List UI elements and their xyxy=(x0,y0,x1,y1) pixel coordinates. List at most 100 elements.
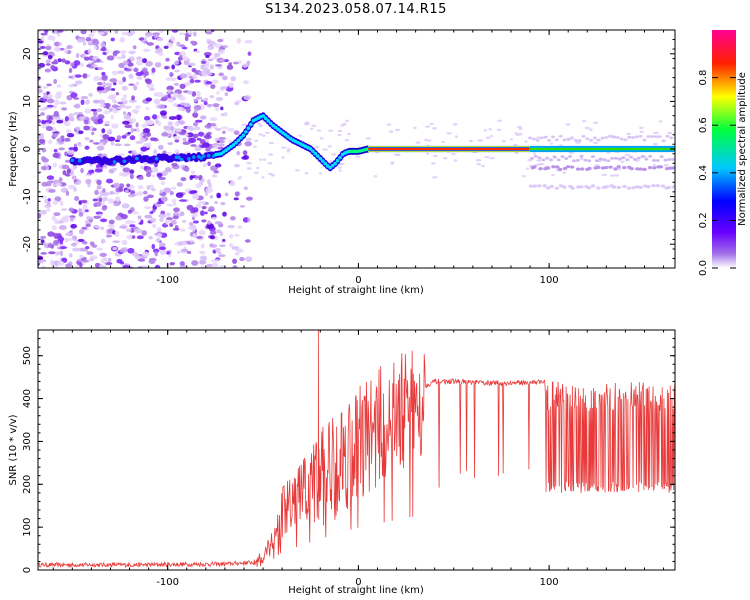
snr-panel: -100 0 100 0 100 200 300 400 500 Height of stra… xyxy=(8,329,676,596)
trace-core xyxy=(668,147,672,151)
noise-speck xyxy=(116,258,123,264)
noise-speck xyxy=(59,239,64,245)
noise-speck xyxy=(96,247,104,251)
trace-core xyxy=(234,140,238,145)
sideband-blob xyxy=(568,155,573,158)
trace-core xyxy=(591,147,595,151)
noise-speck xyxy=(85,37,92,42)
noise-speck xyxy=(267,153,274,156)
noise-speck xyxy=(178,96,186,101)
spectrogram-y-label: Frequency (Hz) xyxy=(8,111,19,187)
noise-speck xyxy=(97,118,104,124)
noise-speck xyxy=(121,203,130,209)
noise-speck xyxy=(38,138,46,144)
noise-speck xyxy=(344,138,350,142)
trace-core xyxy=(407,147,412,151)
noise-speck xyxy=(202,163,208,168)
sideband-blob xyxy=(629,155,634,159)
noise-speck xyxy=(193,98,198,102)
noise-speck xyxy=(501,140,507,143)
noise-speck xyxy=(234,191,240,197)
noise-speck xyxy=(124,124,133,129)
noise-speck xyxy=(112,240,121,243)
noise-speck xyxy=(107,128,113,134)
noise-speck xyxy=(165,57,170,62)
noise-speck xyxy=(484,155,490,159)
noise-speck xyxy=(138,37,145,41)
noise-speck xyxy=(113,82,117,86)
secondary-tone-blob xyxy=(551,165,556,169)
noise-speck xyxy=(218,140,225,143)
noise-speck xyxy=(126,234,135,240)
secondary-tone-blob xyxy=(575,167,581,171)
noise-speck xyxy=(162,222,167,226)
noise-speck xyxy=(200,64,205,69)
noise-speck xyxy=(239,257,245,262)
noise-speck xyxy=(658,120,663,123)
noise-speck xyxy=(432,127,438,130)
noise-speck xyxy=(168,116,177,120)
noise-speck xyxy=(84,145,90,150)
sideband-blob xyxy=(652,159,657,162)
noise-speck xyxy=(68,253,73,258)
noise-speck xyxy=(188,125,194,132)
noise-speck xyxy=(52,242,59,246)
noise-speck xyxy=(96,185,102,190)
noise-speck xyxy=(89,139,94,143)
trace-core xyxy=(588,147,593,151)
noise-speck xyxy=(262,134,266,138)
trace-core xyxy=(437,147,442,151)
noise-speck xyxy=(179,83,186,90)
secondary-tone-blob xyxy=(562,166,568,171)
secondary-tone-blob xyxy=(579,167,585,171)
secondary-tone-blob xyxy=(638,185,643,190)
noise-speck xyxy=(532,152,536,155)
noise-speck xyxy=(40,239,45,244)
sideband-blob xyxy=(617,157,622,161)
noise-speck xyxy=(286,148,291,151)
noise-speck xyxy=(117,70,125,75)
noise-speck xyxy=(105,178,114,184)
noise-speck xyxy=(38,149,41,153)
trace-core xyxy=(603,147,608,151)
noise-speck xyxy=(52,114,60,120)
noise-speck xyxy=(270,174,276,177)
noise-speck xyxy=(454,135,459,138)
noise-speck xyxy=(70,92,78,99)
trace-core xyxy=(325,164,330,168)
noise-speck xyxy=(130,127,135,133)
noise-speck xyxy=(244,256,253,262)
noise-speck xyxy=(489,156,496,160)
noise-speck xyxy=(121,85,128,91)
noise-speck xyxy=(72,247,80,252)
noise-speck xyxy=(639,126,644,130)
noise-speck xyxy=(203,51,212,57)
noise-speck xyxy=(174,120,180,127)
noise-speck xyxy=(516,125,523,129)
noise-speck xyxy=(109,190,115,195)
noise-speck xyxy=(112,246,118,251)
noise-speck xyxy=(189,40,196,44)
noise-speck xyxy=(52,162,58,168)
noise-speck xyxy=(131,95,135,101)
secondary-tone-blob xyxy=(634,185,640,189)
noise-speck xyxy=(451,152,456,156)
noise-speck xyxy=(137,215,142,220)
sideband-blob xyxy=(589,138,594,142)
noise-speck xyxy=(159,217,164,223)
noise-speck xyxy=(584,126,590,130)
noise-speck xyxy=(209,244,218,248)
colorbar-tick-label: 0.8 xyxy=(698,70,709,86)
noise-speck xyxy=(132,45,137,50)
noise-speck xyxy=(171,64,176,70)
noise-speck xyxy=(44,204,52,208)
noise-speck xyxy=(194,146,202,152)
trace-core xyxy=(382,147,387,151)
noise-speck xyxy=(171,162,178,167)
noise-speck xyxy=(112,108,119,114)
trace-core xyxy=(350,149,355,154)
noise-speck xyxy=(209,123,217,127)
noise-speck xyxy=(100,226,105,231)
trace-core xyxy=(611,147,615,151)
noise-speck xyxy=(626,132,631,136)
